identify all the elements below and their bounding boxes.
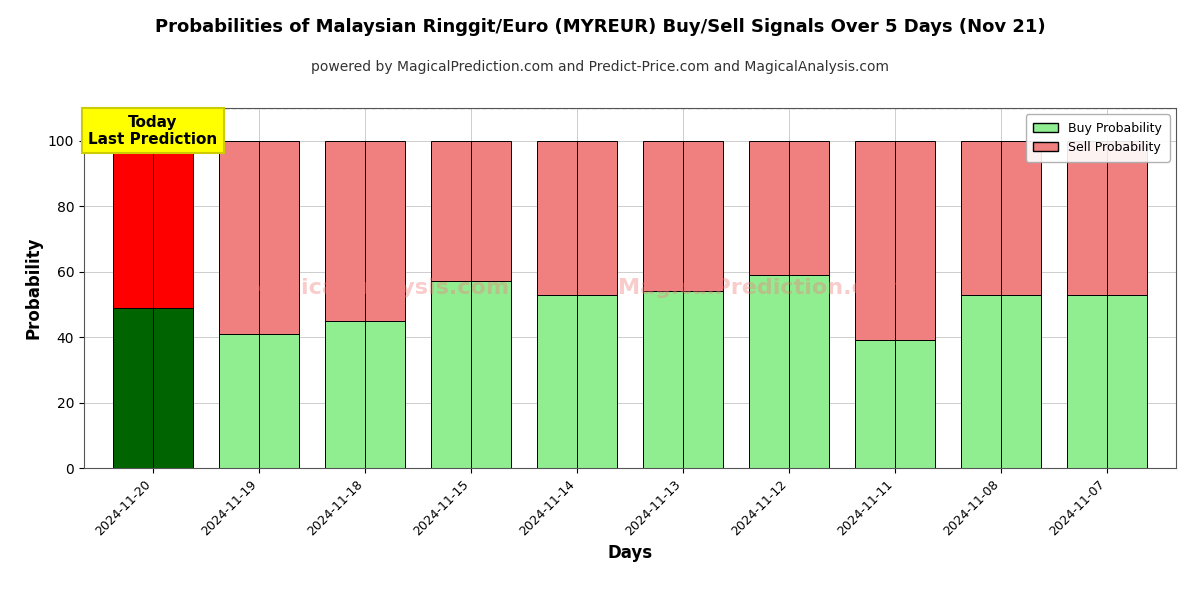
Bar <box>220 141 259 334</box>
X-axis label: Days: Days <box>607 544 653 562</box>
Bar <box>470 141 511 281</box>
Text: powered by MagicalPrediction.com and Predict-Price.com and MagicalAnalysis.com: powered by MagicalPrediction.com and Pre… <box>311 60 889 74</box>
Bar <box>790 275 829 468</box>
Bar <box>431 281 470 468</box>
Bar <box>643 141 683 291</box>
Bar <box>577 295 617 468</box>
Text: Today
Last Prediction: Today Last Prediction <box>89 115 217 147</box>
Bar <box>1001 141 1040 295</box>
Bar <box>1108 141 1147 295</box>
Bar <box>365 321 404 468</box>
Bar <box>325 321 365 468</box>
Bar <box>749 275 790 468</box>
Bar <box>683 141 722 291</box>
Bar <box>856 340 895 468</box>
Bar <box>895 141 935 340</box>
Text: Probabilities of Malaysian Ringgit/Euro (MYREUR) Buy/Sell Signals Over 5 Days (N: Probabilities of Malaysian Ringgit/Euro … <box>155 18 1045 36</box>
Legend: Buy Probability, Sell Probability: Buy Probability, Sell Probability <box>1026 114 1170 161</box>
Bar <box>643 291 683 468</box>
Bar <box>259 334 299 468</box>
Bar <box>1067 295 1108 468</box>
Bar <box>790 141 829 275</box>
Bar <box>152 141 193 308</box>
Bar <box>1001 295 1040 468</box>
Bar <box>856 141 895 340</box>
Bar <box>683 291 722 468</box>
Bar <box>1108 295 1147 468</box>
Bar <box>749 141 790 275</box>
Bar <box>961 141 1001 295</box>
Bar <box>113 308 152 468</box>
Text: MagicalPrediction.com: MagicalPrediction.com <box>618 278 904 298</box>
Bar <box>259 141 299 334</box>
Text: MagicalAnalysis.com: MagicalAnalysis.com <box>248 278 510 298</box>
Bar <box>895 340 935 468</box>
Bar <box>1067 141 1108 295</box>
Bar <box>220 334 259 468</box>
Bar <box>961 295 1001 468</box>
Bar <box>431 141 470 281</box>
Bar <box>538 295 577 468</box>
Bar <box>152 308 193 468</box>
Bar <box>325 141 365 321</box>
Bar <box>470 281 511 468</box>
Bar <box>577 141 617 295</box>
Bar <box>113 141 152 308</box>
Bar <box>538 141 577 295</box>
Y-axis label: Probability: Probability <box>24 237 42 339</box>
Bar <box>365 141 404 321</box>
